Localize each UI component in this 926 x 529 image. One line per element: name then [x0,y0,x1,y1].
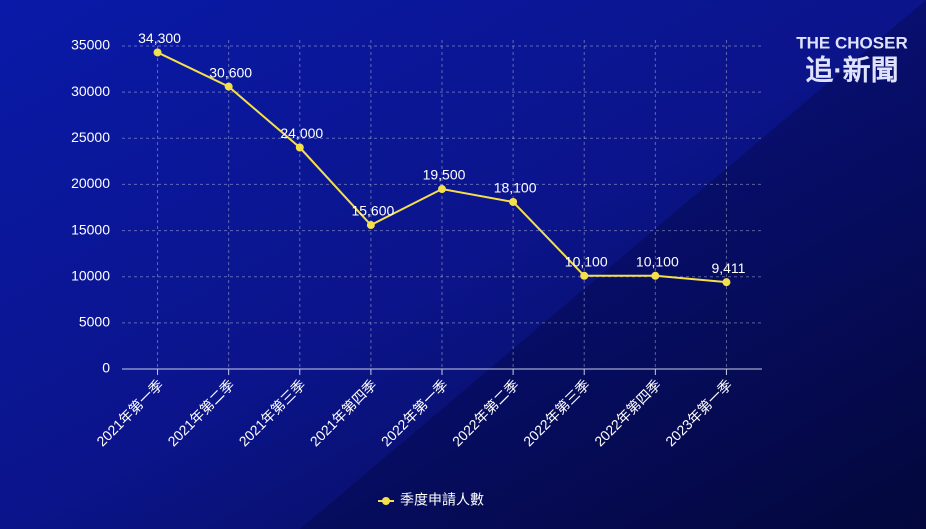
y-tick-label: 5000 [79,314,110,330]
y-tick-label: 10000 [71,267,110,283]
data-point [722,278,731,287]
data-point [509,197,518,206]
data-label: 10,100 [636,253,679,269]
data-point [153,48,162,57]
data-label: 18,100 [494,180,537,196]
data-point [651,271,660,280]
y-tick-label: 30000 [71,83,110,99]
data-point [366,221,375,230]
logo-line1: THE CHOSER [796,33,907,52]
legend-label: 季度申請人數 [400,492,484,508]
data-point [580,271,589,280]
data-point [295,143,304,152]
data-label: 19,500 [423,167,466,183]
data-label: 9,411 [711,260,745,276]
data-point [224,82,233,91]
y-tick-label: 0 [102,360,110,376]
data-label: 34,300 [138,30,181,46]
y-tick-label: 35000 [71,37,110,53]
data-label: 30,600 [209,64,252,80]
y-tick-label: 25000 [71,129,110,145]
background-shade [300,0,926,529]
y-tick-label: 15000 [71,221,110,237]
legend-marker [382,497,390,505]
data-label: 10,100 [565,253,608,269]
data-point [438,185,446,194]
data-label: 24,000 [280,125,323,141]
logo-line2: 追·新聞 [805,54,898,85]
y-tick-label: 20000 [71,175,110,191]
data-label: 15,600 [351,203,394,219]
